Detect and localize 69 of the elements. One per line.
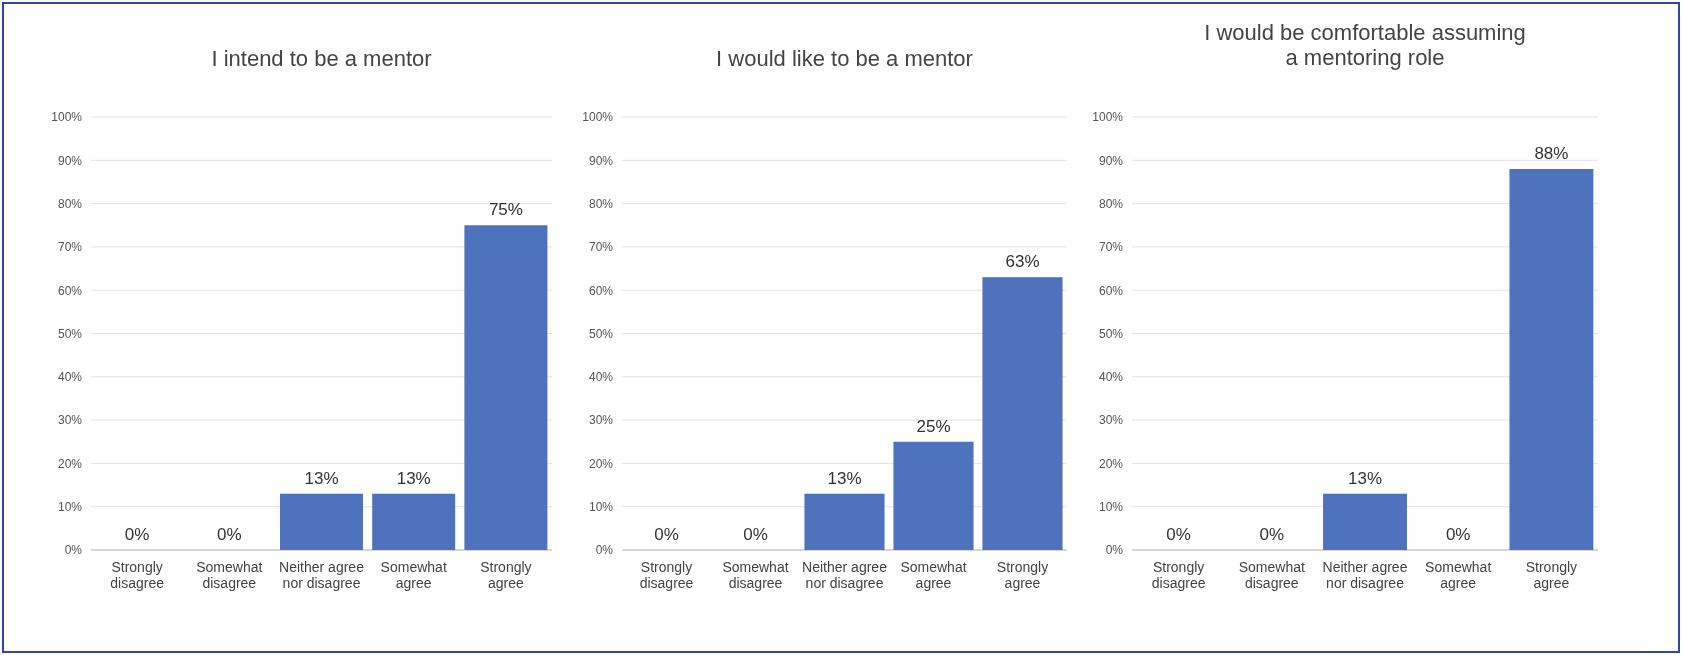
- y-tick-label: 80%: [588, 196, 614, 211]
- x-tick-label: Strongly disagree: [639, 559, 694, 592]
- x-tick-label: Somewhat disagree: [196, 559, 263, 592]
- y-tick-label: 90%: [588, 153, 614, 168]
- y-tick-label: 50%: [57, 326, 83, 341]
- data-label: 0%: [217, 525, 242, 544]
- bar: [893, 441, 974, 550]
- data-label: 0%: [743, 525, 768, 544]
- y-tick-label: 0%: [1105, 543, 1124, 558]
- y-tick-label: 40%: [588, 370, 614, 385]
- y-tick-label: 60%: [1098, 283, 1124, 298]
- y-tick-label: 100%: [51, 110, 83, 125]
- y-tick-label: 90%: [1098, 153, 1124, 168]
- x-tick-label: Somewhat agree: [1425, 559, 1492, 592]
- x-tick-label: Neither agree nor disagree: [802, 559, 888, 592]
- y-tick-label: 60%: [588, 283, 614, 298]
- y-tick-label: 80%: [57, 196, 83, 211]
- x-tick-label: Strongly disagree: [1151, 559, 1206, 592]
- y-tick-label: 20%: [57, 456, 83, 471]
- y-tick-label: 40%: [1098, 370, 1124, 385]
- bar: [804, 493, 885, 550]
- x-tick-label: Somewhat disagree: [722, 559, 789, 592]
- y-tick-label: 70%: [1098, 240, 1124, 255]
- x-tick-label: Somewhat agree: [380, 559, 447, 592]
- y-tick-label: 70%: [588, 240, 614, 255]
- y-tick-label: 30%: [1098, 413, 1124, 428]
- y-tick-label: 10%: [57, 500, 83, 515]
- data-label: 13%: [1347, 468, 1383, 488]
- data-label: 25%: [916, 416, 951, 436]
- y-tick-label: 70%: [57, 240, 83, 255]
- y-tick-label: 0%: [64, 543, 83, 558]
- chart-title: I intend to be a mentor: [211, 46, 432, 71]
- chart-title: I would be comfortable assuming a mentoring role: [1204, 20, 1526, 71]
- y-tick-label: 100%: [1092, 110, 1124, 125]
- y-tick-label: 10%: [1098, 500, 1124, 515]
- x-tick-label: Somewhat agree: [900, 559, 967, 592]
- data-label: 0%: [1259, 525, 1285, 544]
- data-label: 0%: [124, 525, 150, 544]
- y-tick-label: 30%: [57, 413, 83, 428]
- y-tick-label: 60%: [57, 283, 83, 298]
- data-label: 63%: [1005, 252, 1040, 272]
- x-tick-label: Neither agree nor disagree: [1322, 559, 1408, 592]
- x-tick-label: Strongly agree: [996, 559, 1049, 592]
- chart-title: I would like to be a mentor: [716, 46, 973, 71]
- y-tick-label: 50%: [1098, 326, 1124, 341]
- data-label: 0%: [1166, 525, 1191, 544]
- data-label: 13%: [304, 468, 339, 488]
- x-tick-label: Strongly agree: [1525, 559, 1578, 592]
- x-tick-label: Neither agree nor disagree: [279, 559, 365, 592]
- y-tick-label: 20%: [1098, 456, 1124, 471]
- data-label: 75%: [488, 200, 523, 220]
- y-tick-label: 40%: [57, 370, 83, 385]
- y-tick-label: 0%: [595, 543, 614, 558]
- data-label: 88%: [1534, 143, 1569, 163]
- x-tick-label: Strongly disagree: [110, 559, 165, 592]
- bar: [982, 277, 1063, 550]
- data-label: 0%: [1445, 525, 1471, 544]
- data-label: 13%: [396, 468, 431, 488]
- data-label: 13%: [827, 468, 862, 488]
- y-tick-label: 100%: [582, 110, 614, 125]
- data-label: 0%: [654, 525, 679, 544]
- x-tick-label: Somewhat disagree: [1238, 559, 1305, 592]
- y-tick-label: 90%: [57, 153, 83, 168]
- y-tick-label: 20%: [588, 456, 614, 471]
- y-tick-label: 50%: [588, 326, 614, 341]
- y-tick-label: 80%: [1098, 196, 1124, 211]
- y-tick-label: 30%: [588, 413, 614, 428]
- y-tick-label: 10%: [588, 500, 614, 515]
- x-tick-label: Strongly agree: [480, 559, 532, 592]
